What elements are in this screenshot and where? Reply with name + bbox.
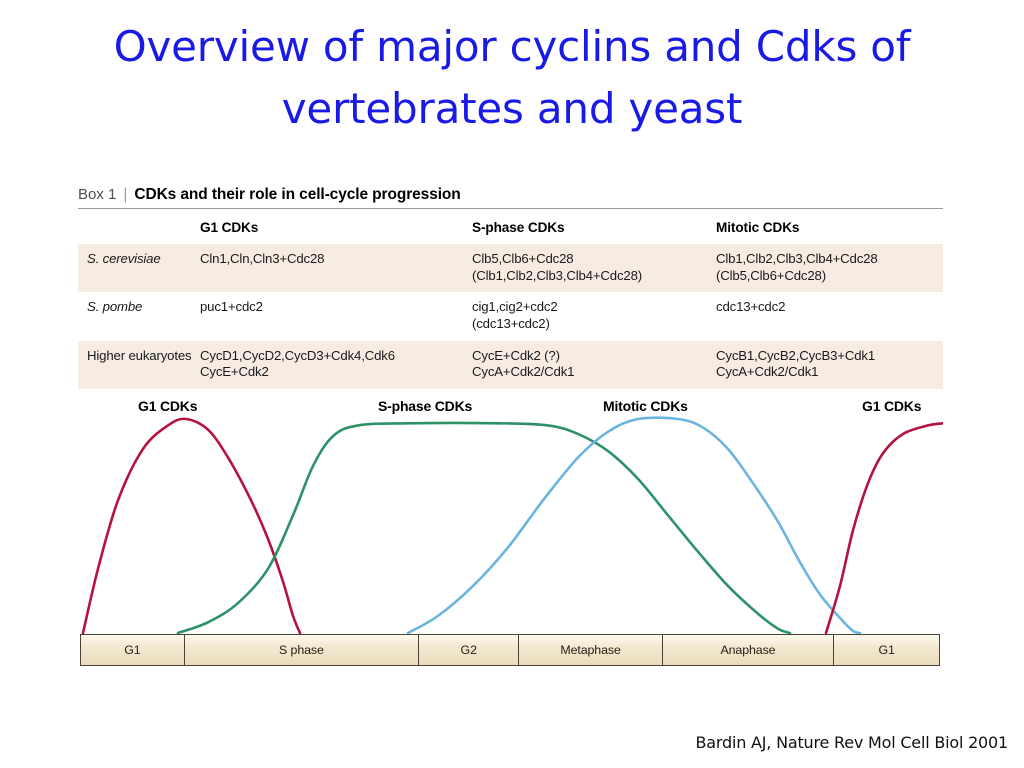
table-row: S. pombe puc1+cdc2 cig1,cig2+cdc2 (cdc13… [78, 292, 943, 341]
cell-s-phase-cdks: CycE+Cdk2 (?) CycA+Cdk2/Cdk1 [472, 340, 716, 389]
box-header: Box 1 | CDKs and their role in cell-cycl… [78, 186, 943, 209]
phase-label: Metaphase [560, 643, 621, 657]
cell-line: Clb1,Clb2,Clb3,Clb4+Cdc28 [716, 251, 878, 266]
curve-s-phase-cdks [176, 421, 792, 634]
column-header-mitotic-cdks: Mitotic CDKs [716, 220, 800, 235]
figure-box-1: Box 1 | CDKs and their role in cell-cycl… [78, 186, 943, 674]
cell-species: Higher eukaryotes [78, 340, 200, 389]
cell-line: cdc13+cdc2 [716, 299, 786, 315]
species-name: S. cerevisiae [87, 251, 161, 266]
cell-mitotic-cdks: CycB1,CycB2,CycB3+Cdk1 CycA+Cdk2/Cdk1 [716, 340, 943, 389]
phase-cell-g1-5: G1 [834, 635, 939, 665]
phase-label: G1 [124, 643, 141, 657]
citation-text: Bardin AJ, Nature Rev Mol Cell Biol 2001 [695, 733, 1009, 752]
cell-line: CycE+Cdk2 [200, 364, 269, 380]
cell-cycle-phase-bar: G1 S phase G2 Metaphase Anaphase G1 [80, 634, 940, 666]
curve-label-g1-late: G1 CDKs [862, 398, 922, 414]
phase-cell-s-phase-1: S phase [185, 635, 420, 665]
cell-g1-cdks: Cln1,Cln,Cln3+Cdc28 [200, 244, 472, 293]
cell-line: CycA+Cdk2/Cdk1 [472, 364, 575, 380]
cell-mitotic-cdks: Clb1,Clb2,Clb3,Clb4+Cdc28 (Clb5,Clb6+Cdc… [716, 244, 943, 293]
phase-label: S phase [279, 643, 324, 657]
box-number-label: Box 1 [78, 186, 117, 203]
curve-g1-cdks-late [824, 421, 943, 634]
cdk-activity-chart: G1 CDKs S-phase CDKs Mitotic CDKs G1 CDK… [78, 398, 943, 674]
cell-line: (Clb1,Clb2,Clb3,Clb4+Cdc28) [472, 267, 643, 283]
cell-species: S. cerevisiae [78, 244, 200, 293]
phase-label: G1 [878, 643, 895, 657]
table-row: S. cerevisiae Cln1,Cln,Cln3+Cdc28 Clb5,C… [78, 244, 943, 293]
phase-cell-g2-2: G2 [419, 635, 520, 665]
box-separator: | [123, 186, 128, 203]
cell-species: S. pombe [78, 292, 200, 341]
phase-cell-anaphase-4: Anaphase [663, 635, 835, 665]
cell-line: (Clb5,Clb6+Cdc28) [716, 267, 826, 283]
column-header-species [78, 217, 200, 244]
phase-cell-g1-0: G1 [81, 635, 185, 665]
cell-line: CycA+Cdk2/Cdk1 [716, 364, 819, 380]
cell-line: (cdc13+cdc2) [472, 315, 550, 331]
cell-line: CycE+Cdk2 (?) [472, 347, 560, 363]
cell-line: cig1,cig2+cdc2 [472, 299, 558, 315]
phase-label: G2 [460, 643, 477, 657]
species-name: S. pombe [87, 299, 143, 315]
curve-label-g1-early: G1 CDKs [138, 398, 198, 414]
cell-mitotic-cdks: cdc13+cdc2 [716, 292, 943, 341]
curve-label-row: G1 CDKs S-phase CDKs Mitotic CDKs G1 CDK… [78, 398, 943, 420]
cell-s-phase-cdks: Clb5,Clb6+Cdc28 (Clb1,Clb2,Clb3,Clb4+Cdc… [472, 244, 716, 293]
species-name: Higher eukaryotes [87, 347, 192, 363]
page-title: Overview of major cyclins and Cdks of ve… [113, 22, 911, 134]
phase-label: Anaphase [720, 643, 776, 657]
box-title: CDKs and their role in cell-cycle progre… [134, 186, 461, 203]
column-header-g1-cdks: G1 CDKs [200, 220, 259, 235]
curve-mitotic-cdks [406, 416, 862, 634]
activity-curves-svg [81, 416, 943, 634]
cdk-table: G1 CDKs S-phase CDKs Mitotic CDKs S. cer… [78, 217, 943, 389]
cell-line: CycB1,CycB2,CycB3+Cdk1 [716, 347, 876, 363]
phase-cell-metaphase-3: Metaphase [519, 635, 663, 665]
cell-g1-cdks: puc1+cdc2 [200, 292, 472, 341]
column-header-s-phase-cdks: S-phase CDKs [472, 220, 565, 235]
curve-label-mitotic: Mitotic CDKs [603, 398, 688, 414]
curve-label-s-phase: S-phase CDKs [378, 398, 473, 414]
curve-g1-cdks-early [81, 417, 302, 634]
cell-line: Clb5,Clb6+Cdc28 [472, 251, 574, 266]
table-header-row: G1 CDKs S-phase CDKs Mitotic CDKs [78, 217, 943, 244]
cell-line: Cln1,Cln,Cln3+Cdc28 [200, 251, 325, 266]
cell-g1-cdks: CycD1,CycD2,CycD3+Cdk4,Cdk6 CycE+Cdk2 [200, 340, 472, 389]
cell-s-phase-cdks: cig1,cig2+cdc2 (cdc13+cdc2) [472, 292, 716, 341]
table-row: Higher eukaryotes CycD1,CycD2,CycD3+Cdk4… [78, 340, 943, 389]
cell-line: puc1+cdc2 [200, 299, 263, 315]
cell-line: CycD1,CycD2,CycD3+Cdk4,Cdk6 [200, 347, 395, 363]
